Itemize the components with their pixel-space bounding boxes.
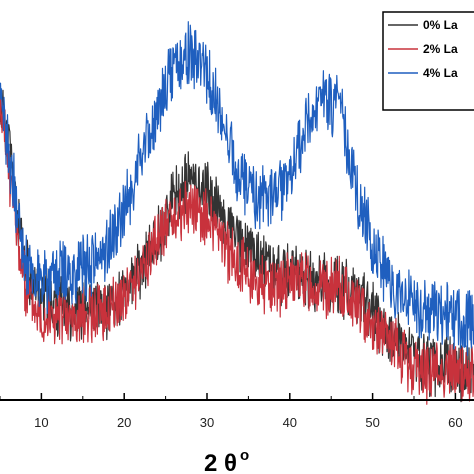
x-tick-label: 40 (283, 415, 297, 430)
x-tick-label: 30 (200, 415, 214, 430)
x-tick-label: 20 (117, 415, 131, 430)
legend-box (382, 11, 474, 111)
x-tick-label: 50 (365, 415, 379, 430)
x-axis-title-sup: o (240, 447, 249, 464)
legend-label-2: 4% La (423, 66, 458, 80)
legend-label-0: 0% La (423, 18, 458, 32)
x-axis-title: 2 θ (204, 450, 237, 474)
x-axis-title-main: 2 θ (204, 450, 237, 474)
x-ticks: 10 20 30 40 50 60 (0, 393, 463, 430)
series-line-2 (0, 21, 474, 356)
legend: 0% La 2% La 4% La (382, 11, 474, 111)
series-line-1 (0, 93, 474, 405)
legend-label-1: 2% La (423, 42, 458, 56)
x-tick-label: 60 (448, 415, 462, 430)
series-layer (0, 21, 474, 405)
x-tick-label: 10 (34, 415, 48, 430)
